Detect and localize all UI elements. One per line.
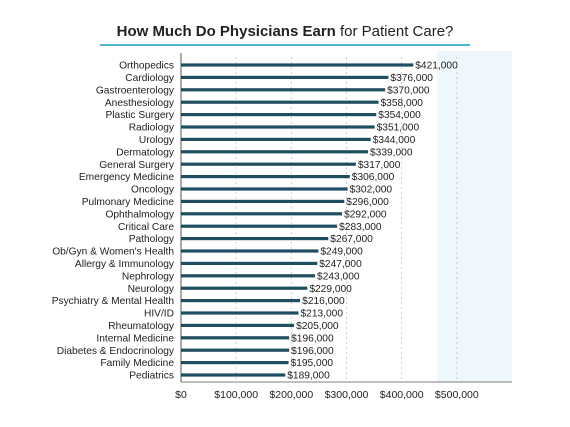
bar xyxy=(181,150,369,154)
value-label: $229,000 xyxy=(309,284,352,295)
x-tick-label: $100,000 xyxy=(214,389,258,401)
value-label: $421,000 xyxy=(415,61,458,72)
value-label: $376,000 xyxy=(390,73,433,84)
bar xyxy=(181,336,290,340)
bar xyxy=(181,88,386,92)
category-label: Ob/Gyn & Women's Health xyxy=(52,247,174,258)
value-label: $296,000 xyxy=(346,197,389,208)
bar xyxy=(181,187,348,191)
value-label: $196,000 xyxy=(291,346,334,357)
value-label: $249,000 xyxy=(320,247,363,258)
value-label: $283,000 xyxy=(339,222,382,233)
bar xyxy=(181,113,377,117)
category-label: Gastroenterology xyxy=(96,85,175,96)
x-tick-label: $200,000 xyxy=(269,389,313,401)
x-tick-label: $0 xyxy=(175,389,187,401)
value-label: $196,000 xyxy=(291,333,334,344)
category-label: Anesthesiology xyxy=(105,98,175,109)
category-label: Pulmonary Medicine xyxy=(82,197,175,208)
value-label: $267,000 xyxy=(330,234,373,245)
value-label: $247,000 xyxy=(319,259,362,270)
bar xyxy=(181,261,318,265)
category-label: Cardiology xyxy=(125,73,175,84)
value-label: $344,000 xyxy=(373,135,416,146)
bar xyxy=(181,212,343,216)
value-label: $370,000 xyxy=(387,85,430,96)
category-label: Family Medicine xyxy=(100,358,174,369)
category-label: Plastic Surgery xyxy=(105,110,174,121)
value-label: $205,000 xyxy=(296,321,339,332)
bar xyxy=(181,373,286,377)
category-label: Ophthalmology xyxy=(105,209,174,220)
category-label: Rheumatology xyxy=(108,321,175,332)
category-label: Nephrology xyxy=(122,271,175,282)
category-label: Psychiatry & Mental Health xyxy=(52,296,174,307)
value-label: $213,000 xyxy=(301,309,344,320)
bar xyxy=(181,75,389,79)
chart-title-regular: for Patient Care? xyxy=(336,23,454,40)
category-label: Neurology xyxy=(128,284,175,295)
category-label: Internal Medicine xyxy=(96,333,174,344)
x-tick-label: $500,000 xyxy=(435,389,479,401)
category-label: Dermatology xyxy=(116,147,175,158)
bar xyxy=(181,348,290,352)
category-label: General Surgery xyxy=(99,160,175,171)
bar xyxy=(181,299,301,303)
bar xyxy=(181,100,379,104)
bar xyxy=(181,175,350,179)
category-label: Urology xyxy=(139,135,175,146)
category-label: Diabetes & Endocrinology xyxy=(57,346,175,357)
value-label: $243,000 xyxy=(317,271,360,282)
x-tick-label: $400,000 xyxy=(380,389,424,401)
chart-title-bold: How Much Do Physicians Earn xyxy=(117,23,336,40)
bar xyxy=(181,224,338,228)
value-label: $195,000 xyxy=(291,358,334,369)
chart-title: How Much Do Physicians Earn for Patient … xyxy=(117,23,454,40)
bar xyxy=(181,286,308,290)
category-label: Oncology xyxy=(131,185,175,196)
value-label: $339,000 xyxy=(370,147,413,158)
value-label: $317,000 xyxy=(358,160,401,171)
bar xyxy=(181,237,329,241)
bar xyxy=(181,311,299,315)
bar xyxy=(181,274,316,278)
category-label: Emergency Medicine xyxy=(79,172,174,183)
value-label: $292,000 xyxy=(344,209,387,220)
value-label: $189,000 xyxy=(287,371,330,382)
bar xyxy=(181,125,375,129)
bar xyxy=(181,249,319,253)
bar xyxy=(181,323,295,327)
x-tick-label: $300,000 xyxy=(325,389,369,401)
plot-background-band xyxy=(436,51,512,382)
bar xyxy=(181,361,289,365)
value-label: $216,000 xyxy=(302,296,345,307)
category-label: Critical Care xyxy=(118,222,174,233)
value-label: $358,000 xyxy=(380,98,423,109)
category-label: Allergy & Immunology xyxy=(75,259,175,270)
bar xyxy=(181,199,345,203)
category-label: HIV/ID xyxy=(144,309,174,320)
category-label: Radiology xyxy=(129,123,175,134)
value-label: $302,000 xyxy=(350,185,393,196)
category-label: Pathology xyxy=(129,234,175,245)
bar xyxy=(181,63,414,67)
value-label: $306,000 xyxy=(352,172,395,183)
category-label: Orthopedics xyxy=(119,61,174,72)
value-label: $354,000 xyxy=(378,110,421,121)
bar xyxy=(181,137,371,141)
category-label: Pediatrics xyxy=(129,371,174,382)
value-label: $351,000 xyxy=(377,123,420,134)
plot-area: Orthopedics $421,000 Cardiology $376,000 Gas… xyxy=(52,51,512,401)
bar xyxy=(181,162,356,166)
